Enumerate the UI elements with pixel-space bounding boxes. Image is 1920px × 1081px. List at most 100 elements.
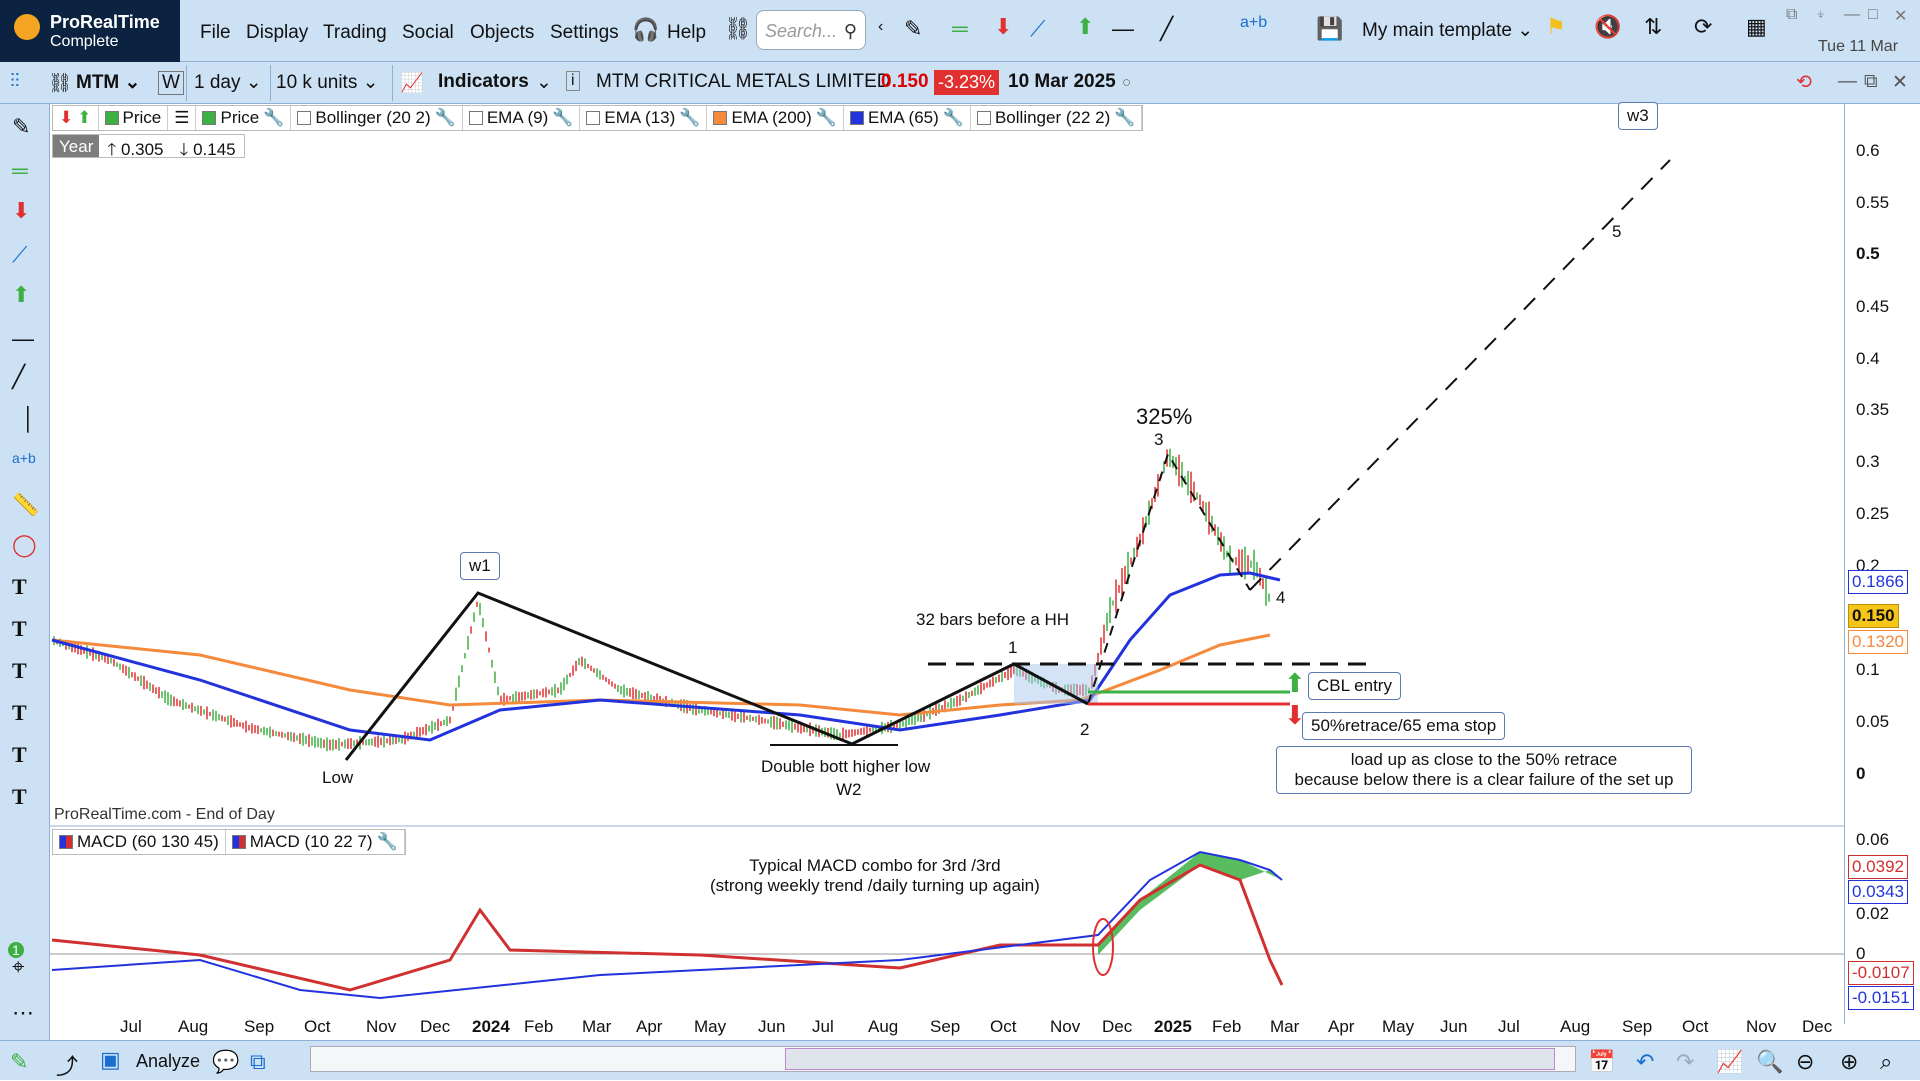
restore-chart-icon[interactable]: ⧉ [1864,71,1878,92]
link-icon[interactable]: ⛓ [724,16,752,41]
more-icon[interactable]: ⋯ [12,1000,34,1025]
horizontal-f-icon[interactable]: ═ [12,158,28,183]
fibonacci-icon[interactable]: a+b [12,450,36,466]
minimize-window-icon[interactable]: — [1844,6,1860,23]
text-tool-icon[interactable]: T [12,658,27,683]
save-icon[interactable]: 💾 [1316,16,1344,41]
indicator-bollinger-22[interactable]: Bollinger (22 2) 🔧 [971,106,1143,130]
close-window-icon[interactable]: ✕ [1894,8,1908,25]
text-tool-icon[interactable]: T [12,616,27,641]
indicator-ema200[interactable]: EMA (200) 🔧 [707,106,844,130]
search-input[interactable]: Search... ⚲ [756,10,866,50]
units-select[interactable]: 10 k units ⌄ [276,72,379,93]
close-chart-icon[interactable]: ✕ [1892,72,1908,93]
zoom-reset-icon[interactable]: ⌕ [1880,1049,1893,1074]
sell-arrow-icon[interactable]: ⬇ [12,198,31,223]
ruler-icon[interactable]: 📏 [12,492,40,517]
chart-paint-icon[interactable]: ✎ [10,1049,29,1074]
indicator-price-2[interactable]: Price 🔧 [196,106,292,130]
pin-icon[interactable]: ⍖ [1816,6,1826,23]
indicator-macd-10[interactable]: MACD (10 22 7) 🔧 [226,830,405,854]
undo-icon[interactable]: ↶ [1636,1049,1655,1074]
up-arrow-icon[interactable]: ⬆ [77,108,92,127]
indicators-button[interactable]: Indicators [438,71,529,92]
wrench-icon[interactable]: 🔧 [679,108,701,127]
maximize-window-icon[interactable]: □ [1868,6,1878,23]
calendar-icon[interactable]: 📅 [1588,1049,1616,1074]
wrench-icon[interactable]: 🔧 [434,108,456,127]
segment-icon[interactable]: ╱ [12,364,26,389]
zoom-area-icon[interactable]: 🔍 [1756,1049,1784,1074]
fibonacci-icon[interactable]: a+b [1240,14,1268,31]
menu-help[interactable]: Help [667,22,707,43]
text-tool-icon[interactable]: T [12,700,27,725]
indicator-bollinger-20[interactable]: Bollinger (20 2) 🔧 [291,106,463,130]
scroll-left-icon[interactable]: ‹ [878,18,884,35]
sync-icon[interactable]: ⟲ [1796,72,1812,93]
weekly-button[interactable]: W [158,71,184,95]
wrench-icon[interactable]: 🔧 [263,108,285,127]
refresh-icon[interactable]: ⟳ [1694,14,1713,39]
redo-icon[interactable]: ↷ [1676,1049,1695,1074]
period-select[interactable]: 1 day ⌄ [194,72,262,93]
text-tool-icon[interactable]: T [12,574,27,599]
share-icon[interactable]: ⤴ [56,1054,79,1079]
menu-settings[interactable]: Settings [550,22,619,43]
indicators-icon[interactable]: 📈 [400,73,424,94]
wrench-icon[interactable]: 🔧 [376,832,398,851]
text-tool-icon[interactable]: T [12,742,27,767]
info-icon[interactable]: i [566,71,580,91]
wrench-icon[interactable]: 🔧 [815,108,837,127]
hline-icon[interactable]: — [12,326,34,351]
buy-arrow-icon[interactable]: ⬆ [1076,14,1095,39]
down-arrow-icon[interactable]: ⬇ [59,108,74,127]
pencil-icon[interactable]: ✎ [904,16,923,41]
restore-icon[interactable]: ⧉ [1786,6,1798,23]
wrench-icon[interactable]: 🔧 [942,108,964,127]
indicator-macd-60[interactable]: MACD (60 130 45) [53,830,226,854]
trendline-f-icon[interactable]: ⟋ [1030,16,1046,41]
wrench-icon[interactable]: 🔧 [1114,108,1136,127]
menu-objects[interactable]: Objects [470,22,535,43]
indicator-price[interactable]: Price [99,106,169,130]
buy-order-icon[interactable]: ═ [952,16,968,41]
indicator-ema65[interactable]: EMA (65) 🔧 [844,106,971,130]
menu-social[interactable]: Social [402,22,454,43]
text-tool-icon[interactable]: T [12,784,27,809]
pencil-icon[interactable]: ✎ [12,114,31,139]
ticker-select[interactable]: MTM ⌄ [76,72,141,93]
flag-icon[interactable]: ⚑ [1546,14,1566,39]
minimize-chart-icon[interactable]: — [1838,71,1857,92]
indicator-ema9[interactable]: EMA (9) 🔧 [463,106,581,130]
windows-icon[interactable]: ⧉ [250,1049,266,1074]
zoom-in-icon[interactable]: ⊕ [1840,1049,1859,1074]
indicator-ema13[interactable]: EMA (13) 🔧 [580,106,708,130]
price-down-up-buttons[interactable]: ⬇ ⬆ [53,106,99,130]
sound-off-icon[interactable]: 🔇 [1594,14,1622,39]
ellipse-icon[interactable]: ◯ [12,532,37,557]
scrollbar-thumb[interactable] [785,1048,1555,1070]
menu-display[interactable]: Display [246,22,309,43]
vline-icon[interactable]: │ [22,406,36,431]
calculator-icon[interactable]: ▦ [1746,14,1767,39]
analyze-button[interactable]: Analyze [136,1051,201,1071]
time-scrollbar[interactable] [310,1046,1576,1072]
list-icon[interactable]: ☰ [168,106,197,130]
sell-arrow-icon[interactable]: ⬇ [994,14,1013,39]
zoom-out-icon[interactable]: ⊖ [1796,1049,1815,1074]
indicators-dropdown-icon[interactable]: ⌄ [536,72,552,93]
link-chart-icon[interactable]: ⛓ [48,73,73,94]
wrench-icon[interactable]: 🔧 [552,108,574,127]
trend-f-icon[interactable]: ⟋ [12,242,28,267]
buy-arrow-icon[interactable]: ⬆ [12,282,31,307]
chart-compare-icon[interactable]: 📈 [1716,1049,1744,1074]
chat-icon[interactable]: 💬 [212,1049,240,1074]
chart-style-icon[interactable]: ⫶⫶ [10,71,20,92]
headset-icon[interactable]: 🎧 [632,17,660,42]
alerts-icon[interactable]: ⇅ [1644,14,1663,39]
analyze-icon[interactable]: ▣ [100,1047,121,1072]
menu-file[interactable]: File [200,22,231,43]
hline-icon[interactable]: — [1112,16,1134,41]
template-select[interactable]: My main template ⌄ [1362,20,1534,41]
menu-trading[interactable]: Trading [323,22,387,43]
